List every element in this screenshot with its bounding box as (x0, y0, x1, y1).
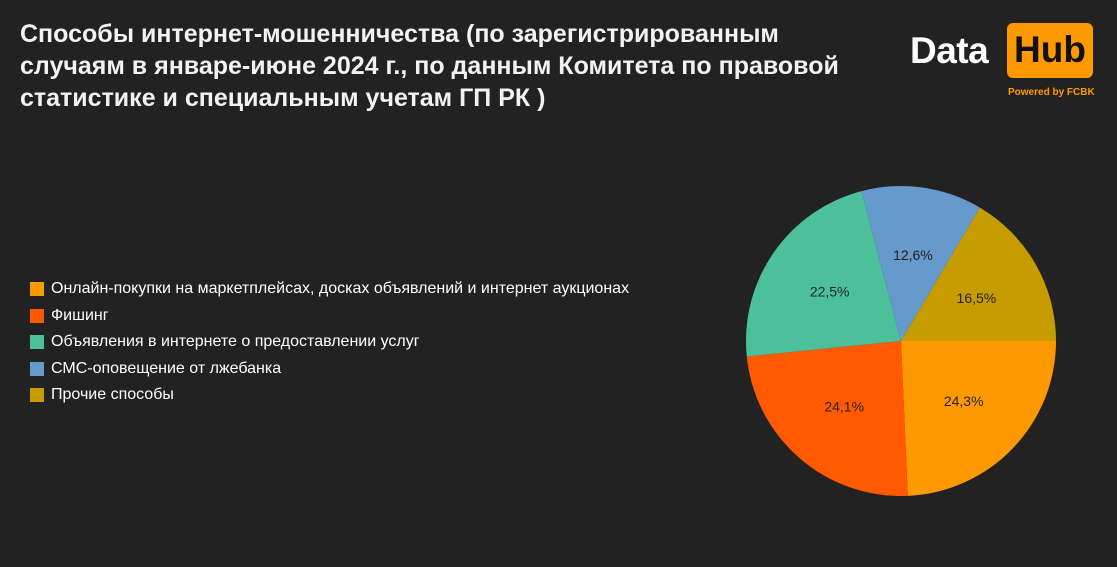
pie-slice-label: 24,3% (944, 393, 984, 409)
pie-slice-label: 12,6% (893, 247, 933, 263)
pie-slice (901, 207, 1056, 341)
pie-svg: 24,3% 24,1% 22,5% 12,6% 16,5% (745, 185, 1056, 497)
legend-label: Онлайн-покупки на маркетплейсах, досках … (51, 280, 630, 298)
pie-slice-label: 22,5% (810, 284, 850, 300)
legend-item: Онлайн-покупки на маркетплейсах, досках … (30, 276, 629, 303)
legend-item: Объявления в интернете о предоставлении … (30, 329, 629, 356)
legend-swatch (30, 388, 44, 403)
chart-legend: Онлайн-покупки на маркетплейсах, досках … (30, 276, 629, 409)
datahub-logo: Data Hub Powered by FCBK (910, 20, 1100, 100)
pie-slice (746, 341, 908, 497)
legend-swatch (30, 335, 44, 350)
pie-slice (745, 191, 901, 357)
legend-swatch (30, 282, 44, 297)
pie-slice-label: 16,5% (957, 290, 997, 306)
logo-word-hub: Hub (1007, 23, 1093, 78)
legend-item: СМС-оповещение от лжебанка (30, 356, 629, 383)
pie-chart: 24,3% 24,1% 22,5% 12,6% 16,5% (740, 183, 1062, 501)
legend-label: Фишинг (51, 306, 109, 324)
legend-swatch (30, 361, 44, 376)
logo-powered-by: Powered by FCBK (1008, 87, 1095, 98)
pie-slice (901, 341, 1056, 496)
legend-label: Прочие способы (51, 386, 174, 404)
pie-slice-label: 24,1% (824, 399, 864, 415)
legend-label: Объявления в интернете о предоставлении … (51, 333, 420, 351)
legend-item: Фишинг (30, 303, 629, 330)
legend-label: СМС-оповещение от лжебанка (51, 359, 282, 377)
legend-item: Прочие способы (30, 382, 629, 409)
legend-swatch (30, 308, 44, 323)
pie-slice (861, 185, 980, 341)
logo-word-data: Data (910, 30, 989, 71)
chart-title: Способы интернет-мошенничества (по зарег… (20, 20, 839, 112)
